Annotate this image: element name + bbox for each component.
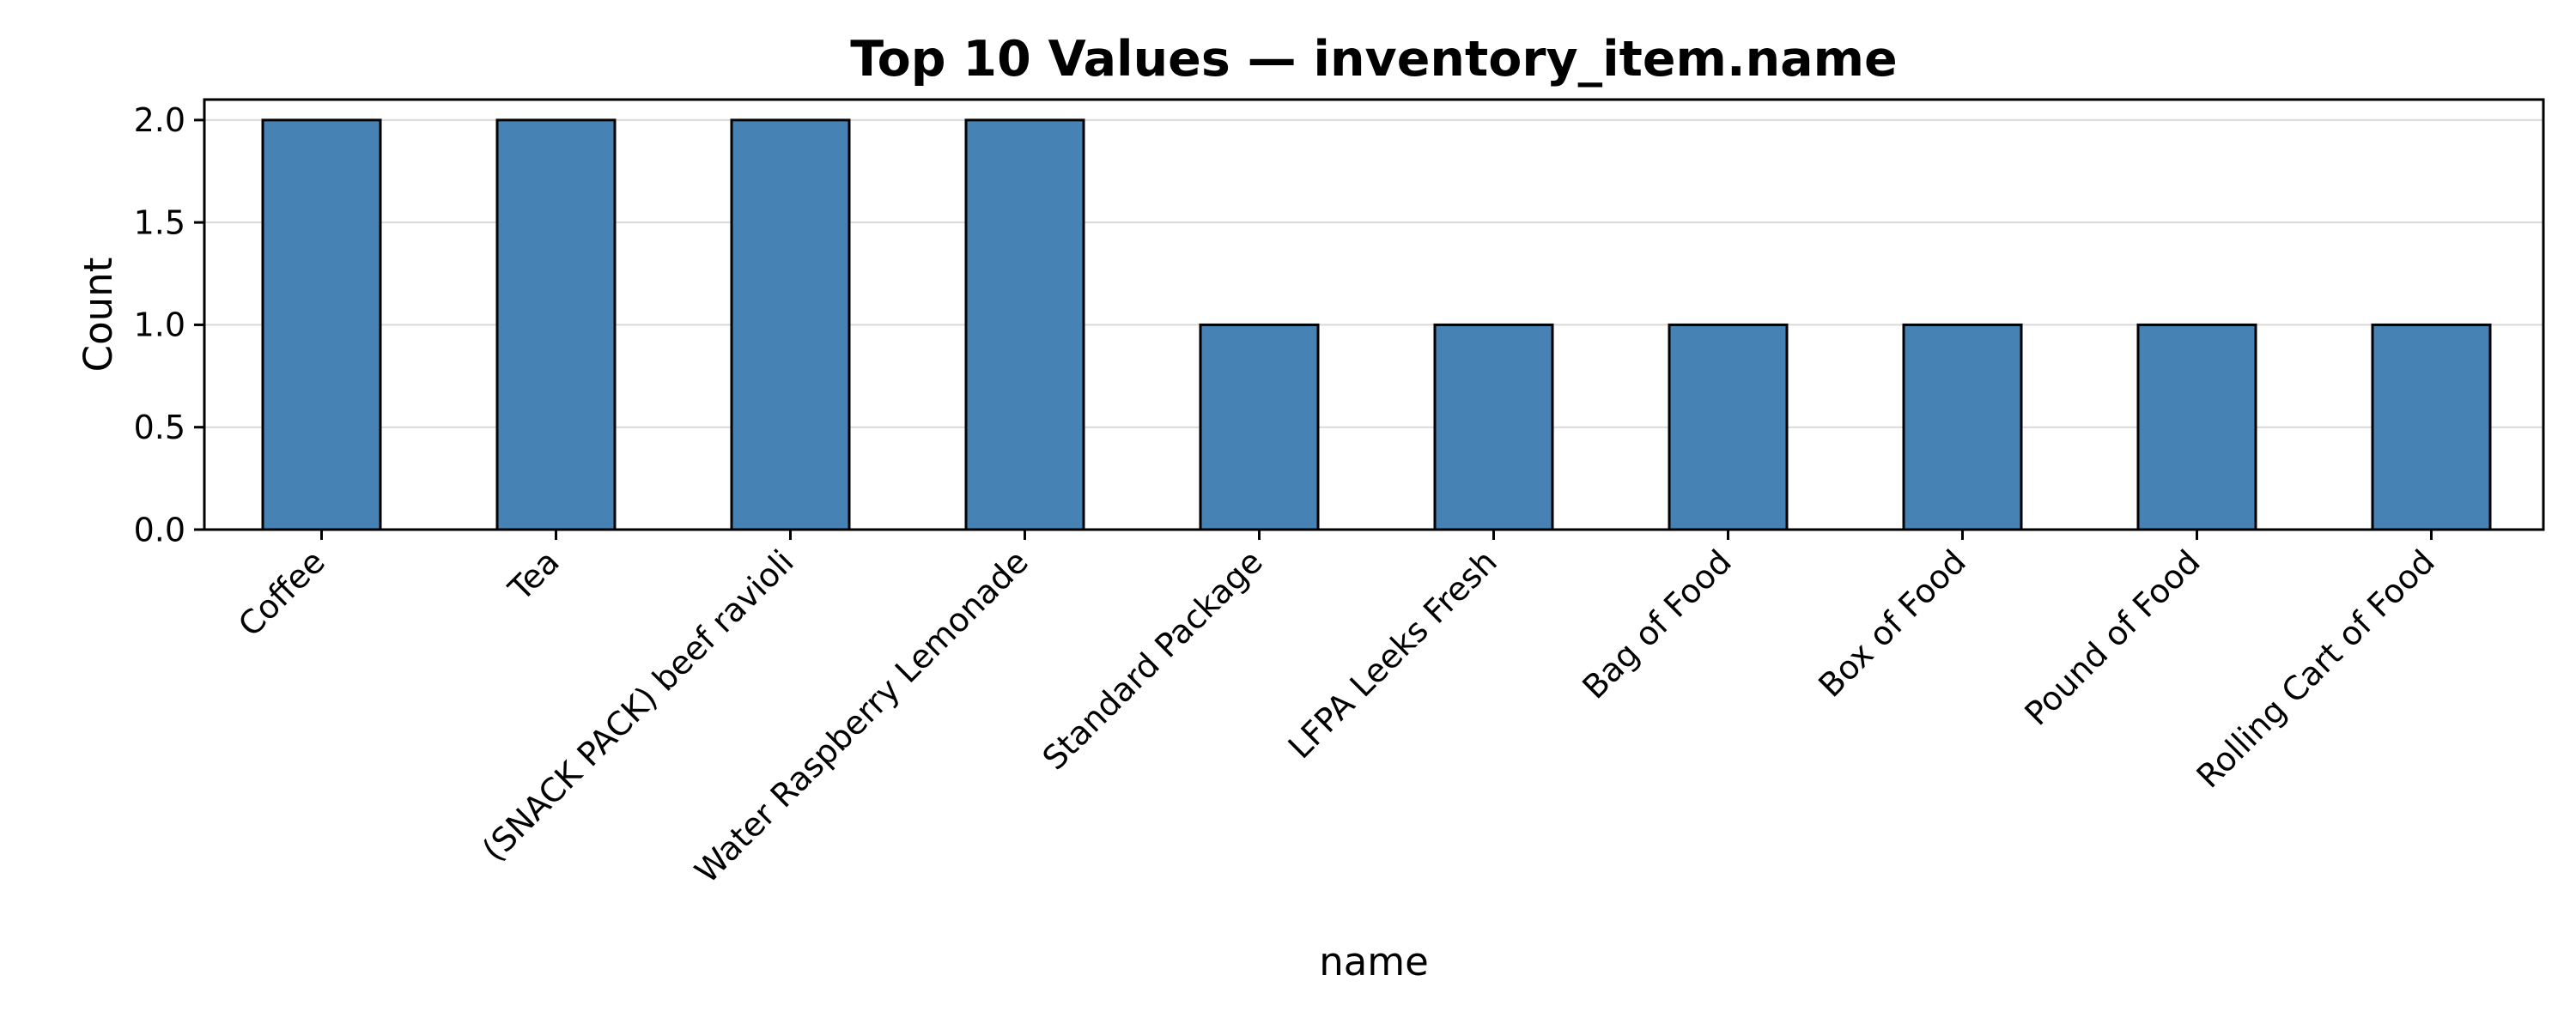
x-ticks: Coffee Tea(SNACK PACK) beef ravioliWater … [231,530,2442,890]
x-tick-label: Rolling Cart of Food [2190,542,2442,795]
x-tick-label: Tea [501,542,567,609]
bar [1433,323,1554,531]
bar [2371,323,2492,531]
bar [730,118,851,531]
bars [261,118,2492,531]
y-tick-label: 0.5 [134,409,185,446]
bar [1902,323,2023,531]
bar [495,118,617,531]
x-axis-label: name [1319,939,1429,985]
x-tick-label: Pound of Food [2018,542,2208,732]
plot-frame [203,98,2545,531]
y-tick-label: 2.0 [134,101,185,139]
x-tick-label: Box of Food [1811,542,1972,704]
y-axis-label: Count [76,258,121,373]
y-tick-label: 1.0 [134,306,185,344]
y-tick-label: 1.5 [134,203,185,241]
x-tick-label: LFPA Leeks Fresh [1281,542,1504,766]
chart-title: Top 10 Values — inventory_item.name [850,31,1897,88]
bar [2136,323,2257,531]
bar [261,118,382,531]
bar [1668,323,1789,531]
y-ticks: 0.0 0.5 1.0 1.5 2.0 [134,101,204,548]
x-tick-label: Standard Package [1036,542,1270,777]
bar [1199,323,1320,531]
y-tick-label: 0.0 [134,511,185,548]
x-tick-label: Coffee [231,542,332,644]
bar [964,118,1085,531]
x-tick-label: Bag of Food [1575,542,1738,706]
